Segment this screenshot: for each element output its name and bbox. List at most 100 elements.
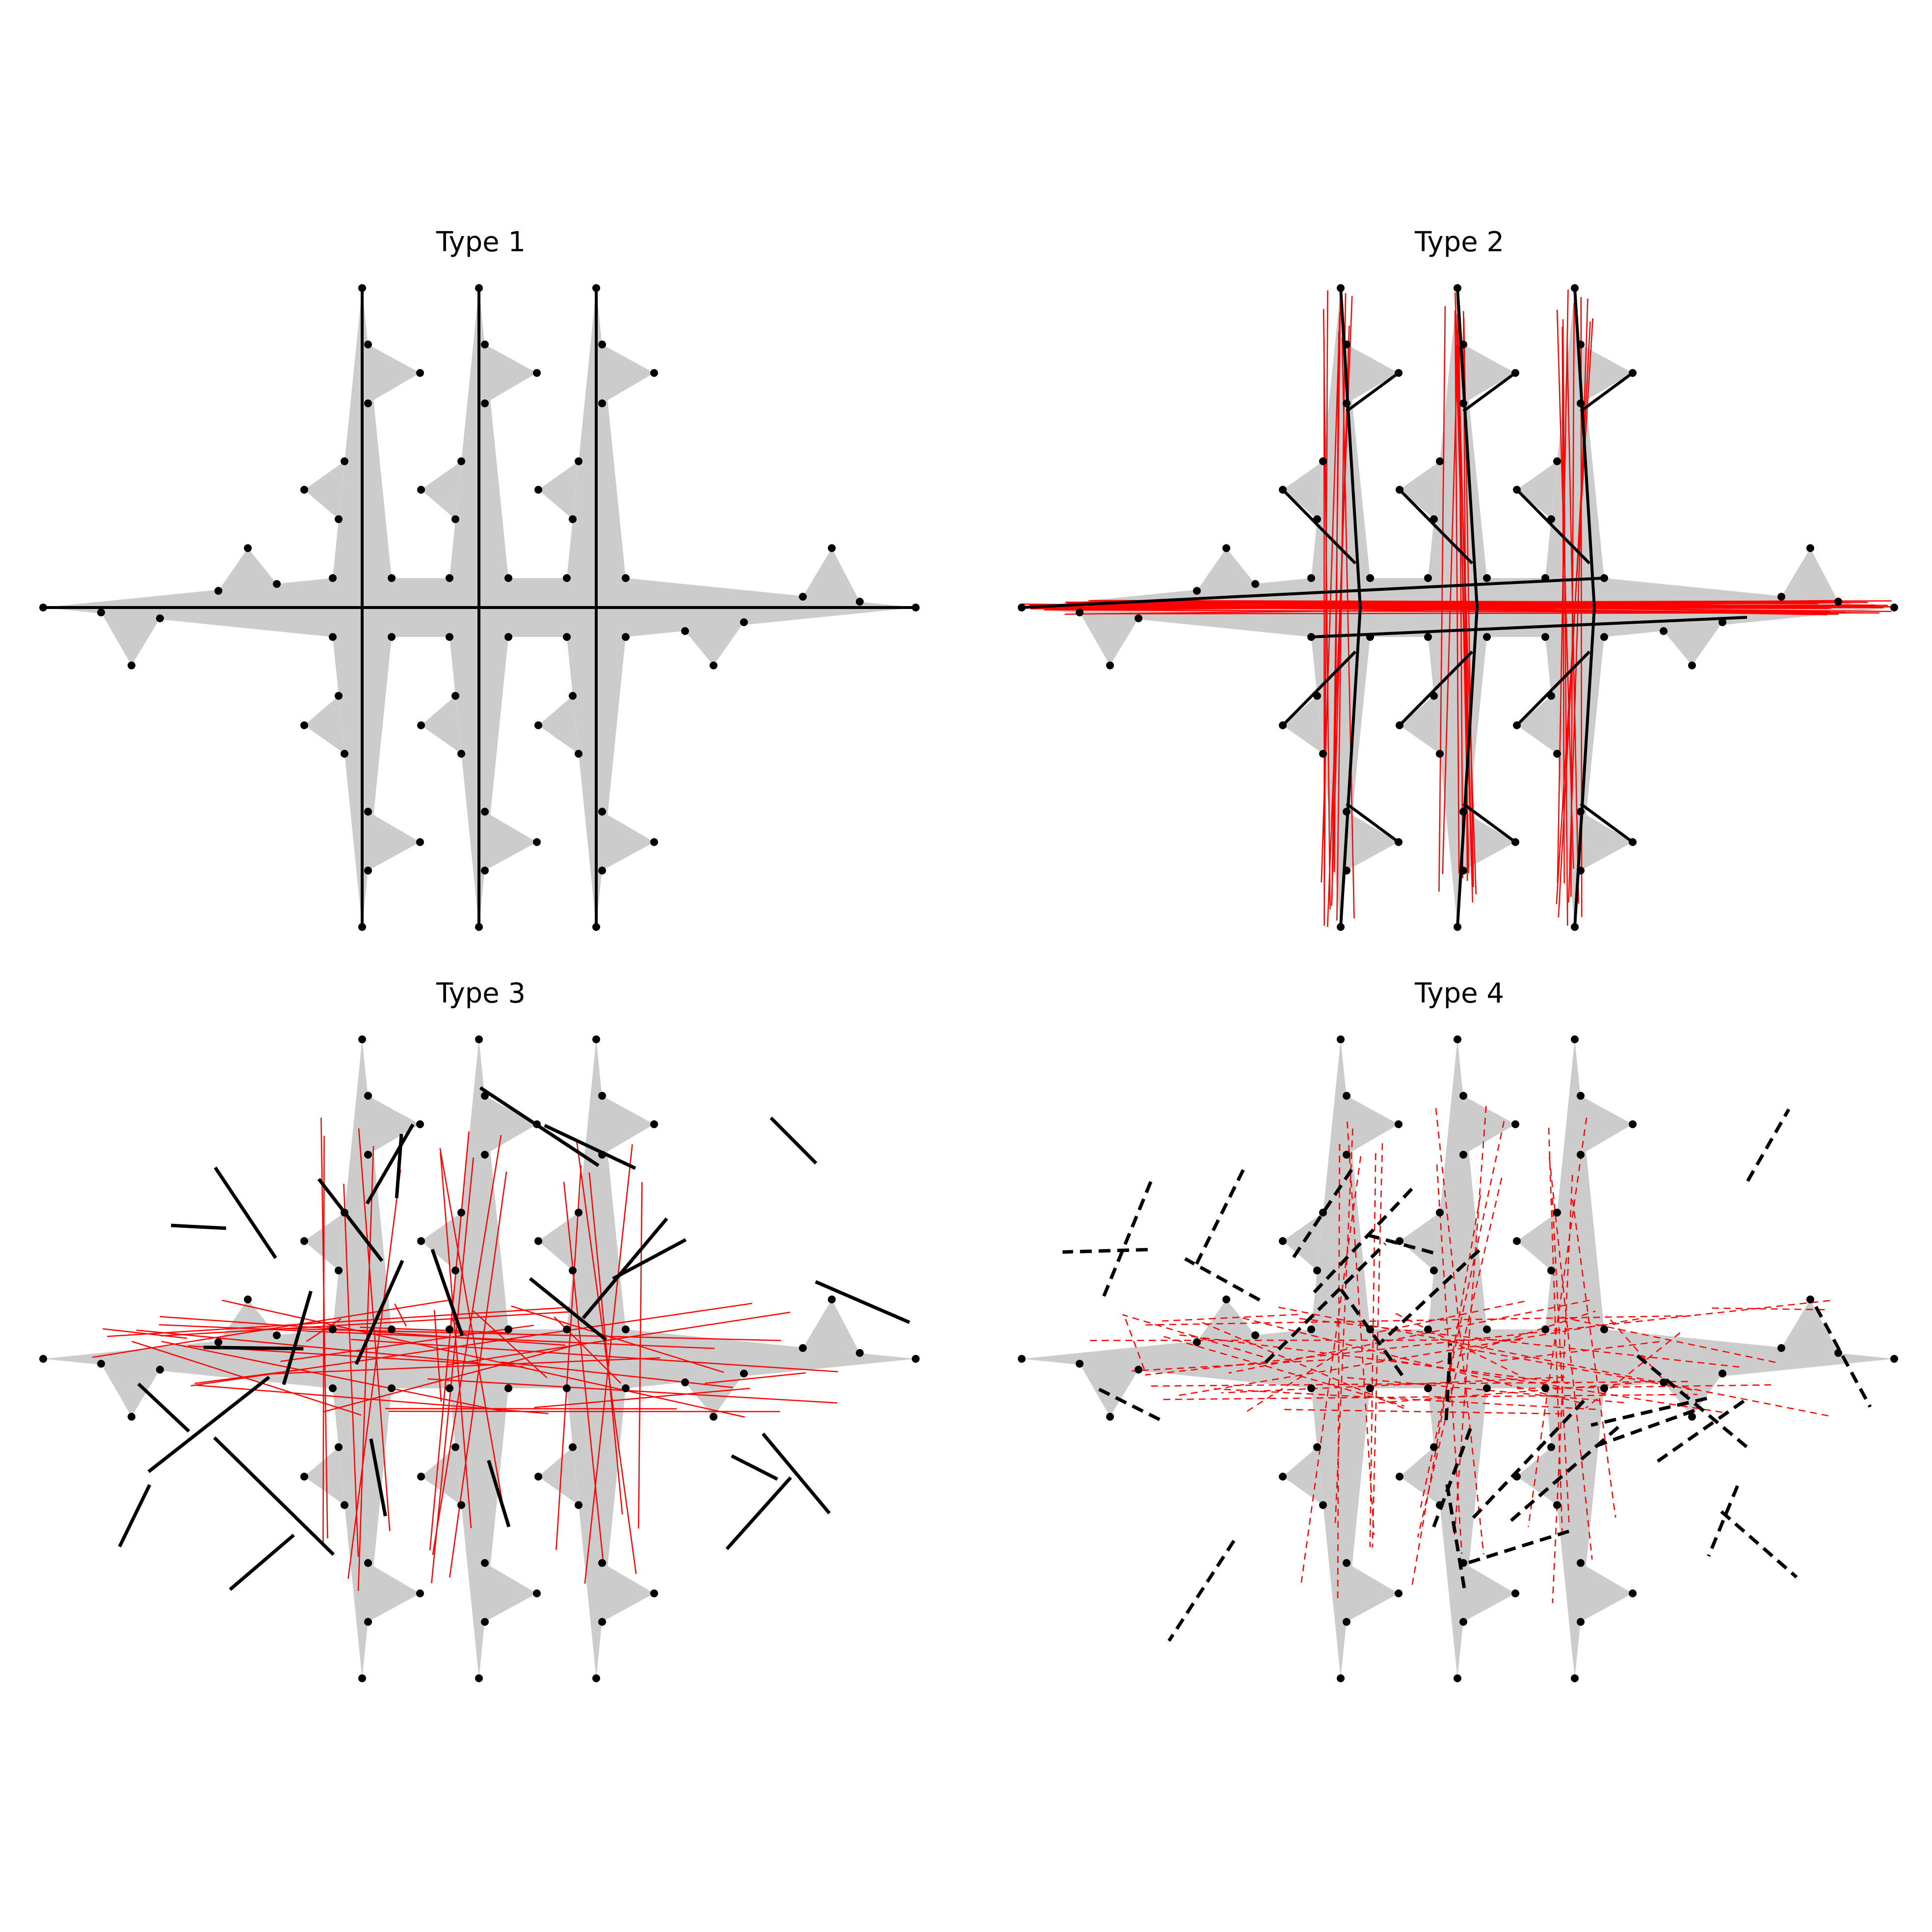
vertex-dot [1511,838,1519,846]
vertex-dot [475,1674,483,1682]
red-edge [563,1182,604,1564]
black-edge [1515,488,1591,565]
red-edge [1570,303,1575,897]
vertex-dot [650,838,658,846]
vertex-dot [1513,486,1521,494]
vertex-dot [1547,1267,1555,1274]
vertex-dot [533,1589,541,1597]
red-edge [1174,1318,1640,1397]
black-edge [1281,488,1357,565]
black-edge [1515,650,1591,727]
black-edge [1098,1387,1166,1424]
vertex-dot [1106,1413,1114,1421]
flap-shape [485,1096,537,1155]
vertex-dot [1459,399,1467,407]
black-edge [354,1260,404,1365]
black-edge [1398,650,1474,727]
vertex-points [1018,1035,1898,1682]
red-edge [103,1328,187,1339]
flap-shape [1283,1213,1323,1270]
vertex-dot [1313,1267,1321,1274]
vertex-dot [828,544,836,552]
vertex-dot [710,662,717,669]
red-edge [351,1339,838,1373]
vertex-dot [1319,750,1327,758]
vertex-dot [1307,633,1315,641]
vertex-dot [1251,1331,1259,1339]
vertex-dot [446,574,453,582]
vertex-dot [856,598,864,606]
flap-shape [602,344,654,403]
black-edge [1184,1257,1261,1302]
vertex-dot [534,486,542,494]
vertex-dot [1396,721,1403,729]
vertex-dot [1483,1325,1491,1333]
red-edge [343,1184,359,1557]
flap-shape [538,461,579,519]
vertex-dot [569,515,577,523]
vertex-dot [417,486,425,494]
vertex-dot [681,1378,689,1386]
black-edge [1313,1188,1413,1294]
black-edge [1456,288,1479,608]
vertical-bar-shape [1428,1039,1487,1678]
vertex-dot [504,1384,512,1392]
red-edge [1379,1299,1530,1333]
vertex-dot [416,838,424,846]
black-edge [430,1248,464,1336]
vertex-dot [1511,1589,1519,1597]
vertex-dot [1600,574,1608,582]
flap-shape [602,1563,654,1622]
red-edge [1561,1316,1776,1363]
vertex-dot [1076,609,1084,616]
flap-shape [602,1096,654,1155]
vertex-dot [740,618,748,626]
vertex-dot [1430,1267,1438,1274]
black-edge [282,1291,313,1385]
vertex-dot [1454,284,1461,292]
vertex-dot [1547,515,1555,523]
vertex-points [39,1035,920,1682]
vertex-dot [364,867,372,874]
vertex-dot [1719,618,1726,626]
flap-shape [1781,548,1838,602]
red-edge [1517,1384,1773,1389]
black-edge [725,1476,792,1550]
vertex-dot [1553,750,1561,758]
flap-shape [1581,1096,1633,1155]
flap-shape [1463,344,1515,403]
vertex-dot [1513,721,1521,729]
vertex-dot [534,1237,542,1245]
red-edge [1561,326,1565,884]
vertex-dot [273,1331,281,1339]
flap-shape [1517,461,1557,519]
vertex-dot [575,1209,582,1217]
vertex-dot [300,1237,308,1245]
vertex-dot [1577,399,1585,407]
flap-shape [1400,1213,1440,1270]
vertex-dot [828,1296,836,1303]
vertex-dot [1319,1501,1327,1509]
red-edge [1435,1108,1484,1555]
red-edge [1164,1336,1404,1407]
black-edge [1021,577,1605,609]
vertex-dot [417,721,425,729]
vertex-dot [1660,627,1667,635]
red-edge [429,1131,470,1551]
flap-shape [685,622,744,665]
panel-type-2: Type 2 [1018,226,1898,931]
vertex-dot [97,1360,105,1368]
flap-shape [421,696,461,754]
black-edge [1365,1233,1434,1255]
vertex-dot [575,457,582,465]
red-edge [1179,1334,1569,1384]
flap-shape [368,1563,420,1622]
vertex-dot [533,838,541,846]
vertex-dot [481,1559,489,1567]
red-edge [1228,1299,1590,1374]
vertex-dot [1343,1618,1350,1626]
vertex-dot [534,1473,542,1481]
vertex-dot [417,1237,425,1245]
vertex-dot [598,1559,606,1567]
red-edge [1372,1143,1383,1548]
